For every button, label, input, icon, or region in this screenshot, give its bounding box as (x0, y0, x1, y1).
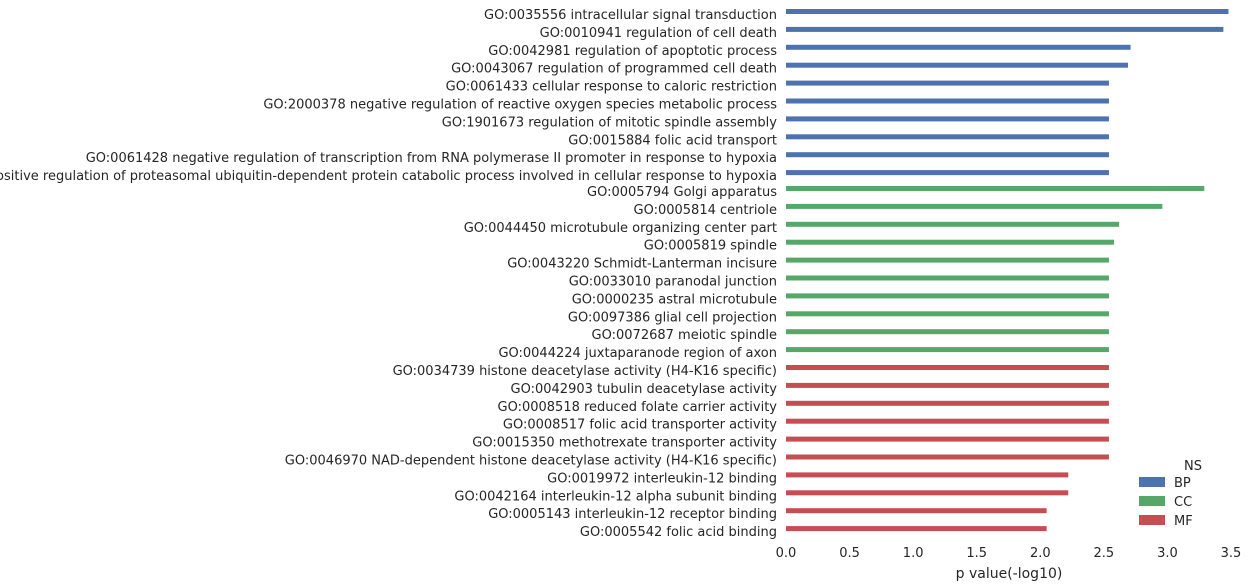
x-tick-label: 2.0 (1030, 546, 1051, 561)
category-label: GO:0042903 tubulin deacetylase activity (511, 382, 778, 397)
bar (786, 329, 1109, 335)
bar (786, 454, 1109, 460)
category-label: GO:0097386 glial cell projection (568, 310, 777, 325)
bar (786, 170, 1109, 176)
category-label: GO:0005143 interleukin-12 receptor bindi… (488, 507, 777, 522)
category-label: GO:0033010 paranodal junction (569, 275, 777, 290)
category-label: GO:0042981 regulation of apoptotic proce… (488, 44, 777, 59)
category-label: GO:0044224 juxtaparanode region of axon (498, 346, 777, 361)
x-tick-label: 3.5 (1221, 546, 1242, 561)
legend-title: NS (1184, 459, 1202, 474)
category-label: GO:0043220 Schmidt-Lanterman incisure (507, 257, 777, 272)
legend-entries: BP CC MF (1139, 476, 1193, 529)
legend-swatch (1139, 515, 1165, 525)
bar (786, 9, 1229, 14)
bar (786, 44, 1131, 50)
bars-group (786, 9, 1229, 532)
category-label: GO:0072687 meiotic spindle (592, 328, 777, 343)
category-label: GO:0044450 microtubule organizing center… (464, 221, 777, 236)
category-label: GO:0005542 folic acid binding (580, 525, 777, 540)
category-label: GO:0008517 folic acid transporter activi… (503, 418, 777, 433)
bar (786, 400, 1109, 406)
bar (786, 436, 1109, 442)
category-label: GO:0010941 regulation of cell death (540, 26, 777, 41)
bar (786, 98, 1109, 104)
category-label: GO:2000378 negative regulation of reacti… (263, 98, 777, 113)
x-tick-label: 2.5 (1094, 546, 1115, 561)
category-label: GO:0015350 methotrexate transporter acti… (472, 436, 777, 451)
legend-swatch (1139, 496, 1165, 506)
category-label: GO:1901673 regulation of mitotic spindle… (442, 115, 778, 130)
x-tick-label: 1.0 (903, 546, 924, 561)
bar (786, 116, 1109, 122)
legend-swatch (1139, 477, 1165, 487)
bar (786, 418, 1109, 424)
category-label: GO:0005814 centriole (634, 203, 778, 218)
legend: NS BP CC MF (1139, 459, 1202, 529)
x-axis-ticks-group: 0.0 0.5 1.0 1.5 2.0 2.5 3.0 3.5 (776, 546, 1242, 561)
x-tick-label: 0.5 (839, 546, 860, 561)
category-label: GO:0019972 interleukin-12 binding (547, 471, 777, 486)
legend-label: MF (1174, 514, 1193, 529)
category-label: GO:0015884 folic acid transport (568, 133, 777, 148)
bar (786, 365, 1109, 370)
bar (786, 239, 1115, 245)
bar (786, 80, 1109, 86)
bar (786, 152, 1109, 158)
bar (786, 526, 1047, 532)
category-label: GO:0035556 intracellular signal transduc… (484, 8, 777, 23)
bar (786, 508, 1047, 514)
category-label: GO:0005794 Golgi apparatus (587, 185, 777, 200)
category-label: GO:0061433 cellular response to caloric … (446, 80, 777, 95)
category-label: GO:0000235 astral microtubule (572, 292, 777, 307)
bar (786, 186, 1205, 191)
bar (786, 26, 1224, 32)
legend-label: CC (1174, 495, 1192, 510)
bar (786, 203, 1163, 209)
category-label: GO:0061428 negative regulation of transc… (86, 151, 777, 166)
x-tick-label: 3.0 (1157, 546, 1178, 561)
x-axis-label: p value(-log10) (956, 566, 1063, 582)
bar (786, 382, 1109, 388)
bar (786, 472, 1069, 478)
category-label: GO:0008518 reduced folate carrier activi… (498, 400, 778, 415)
category-labels-group: GO:0035556 intracellular signal transduc… (0, 8, 777, 540)
bar (786, 62, 1129, 68)
bar (786, 293, 1109, 299)
x-tick-label: 0.0 (776, 546, 797, 561)
x-tick-label: 1.5 (966, 546, 987, 561)
category-label: GO:0005819 spindle (644, 239, 777, 254)
category-label: GO:0046970 NAD-dependent histone deacety… (285, 454, 777, 469)
bar (786, 134, 1109, 140)
bar (786, 257, 1109, 263)
category-label: GO:0034739 histone deacetylase activity … (393, 364, 777, 379)
category-label: GO:0043067 regulation of programmed cell… (451, 62, 777, 77)
category-label: GO:2000777 positive regulation of protea… (0, 169, 777, 184)
bar (786, 347, 1109, 353)
bar (786, 490, 1069, 496)
bar (786, 311, 1109, 317)
category-label: GO:0042164 interleukin-12 alpha subunit … (454, 489, 777, 504)
bar (786, 221, 1120, 227)
legend-label: BP (1174, 476, 1191, 491)
bar (786, 275, 1109, 281)
